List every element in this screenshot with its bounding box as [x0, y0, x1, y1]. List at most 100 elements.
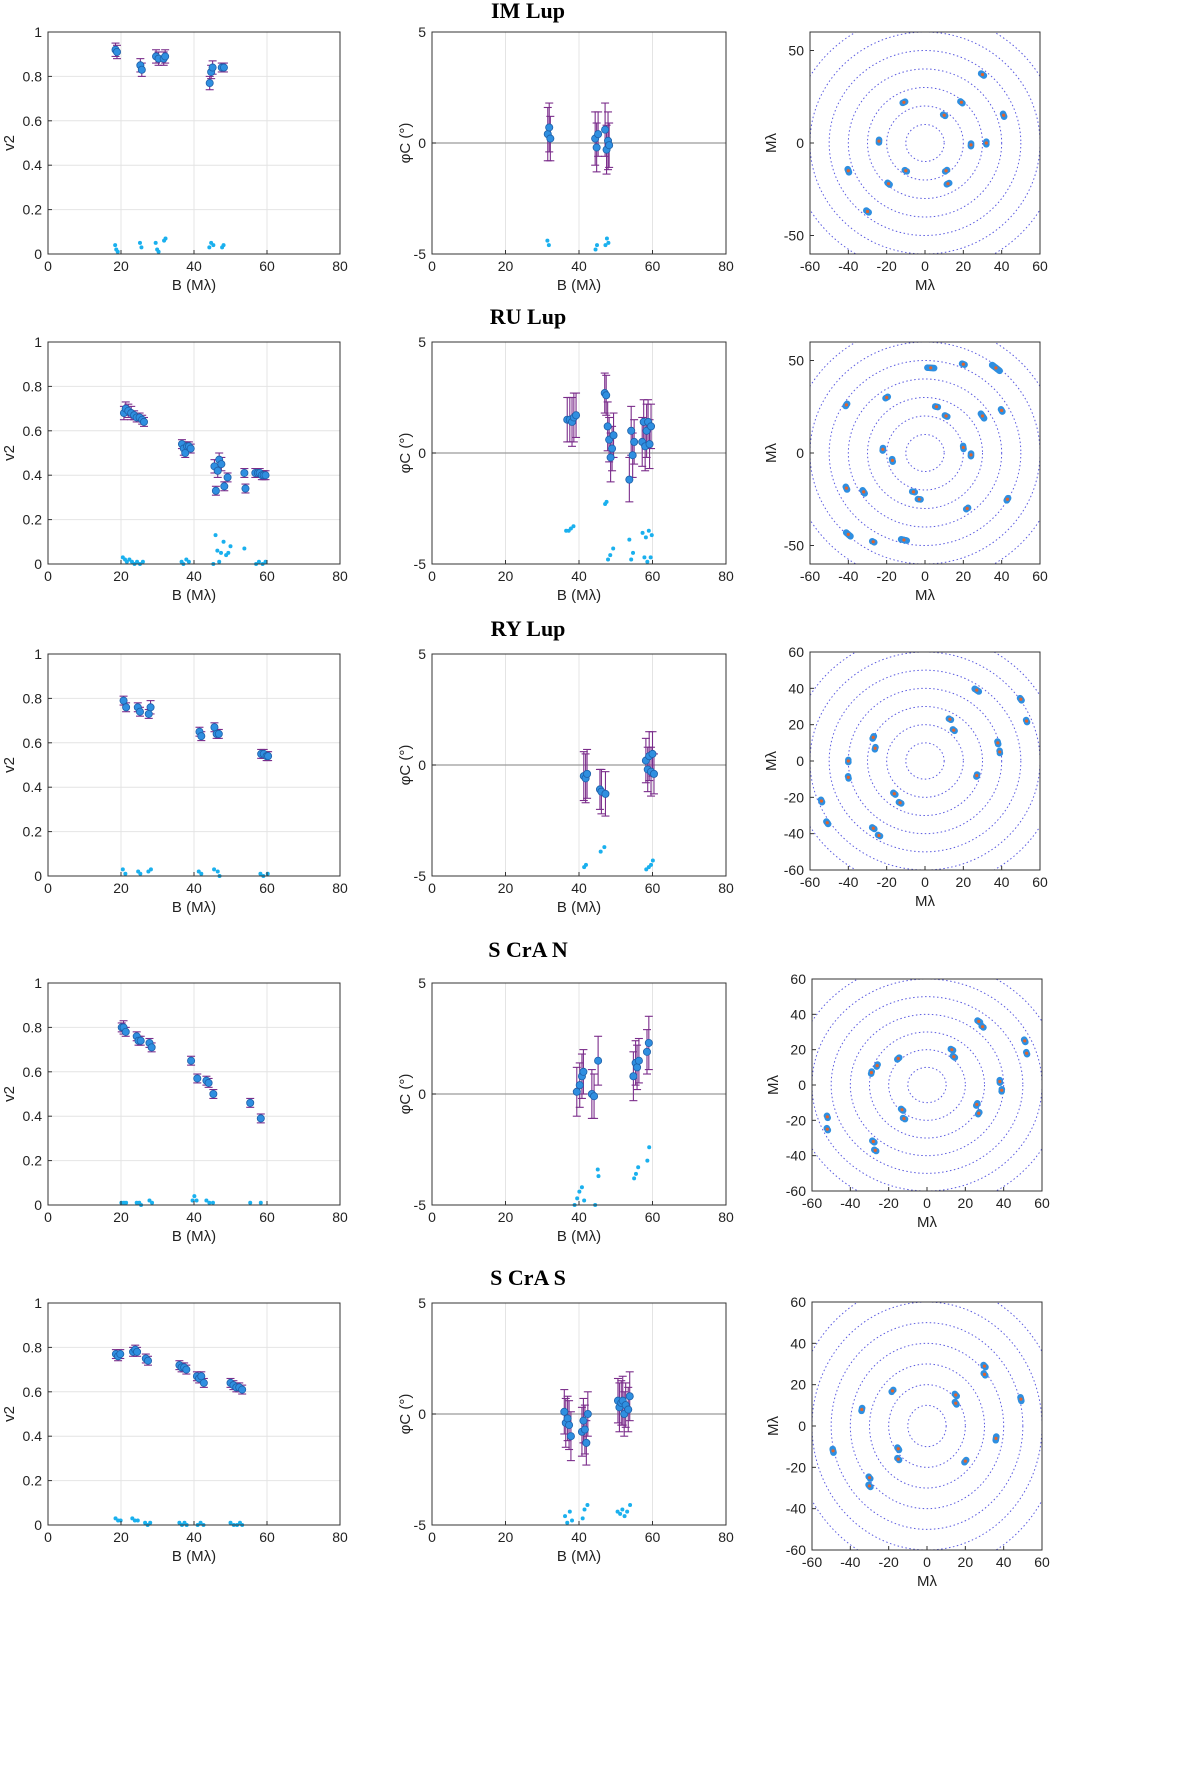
- data-point: [592, 143, 601, 152]
- y-tick-label: -50: [784, 538, 804, 554]
- y-tick-label: 0: [418, 1086, 426, 1102]
- data-point: [627, 426, 636, 435]
- residual-point: [650, 858, 655, 863]
- uv-point-core: [998, 750, 1002, 754]
- data-point: [186, 444, 195, 453]
- residual-point: [604, 499, 609, 504]
- uv-point-core: [865, 209, 870, 214]
- x-tick-label: 0: [44, 1529, 52, 1545]
- x-tick-label: 80: [718, 568, 734, 584]
- x-tick-label: 60: [645, 568, 661, 584]
- uv-point-core: [969, 453, 973, 457]
- x-tick-label: 0: [921, 568, 929, 584]
- x-axis-label: B (Mλ): [172, 587, 216, 604]
- uv-point-core: [980, 414, 985, 418]
- y-tick-label: -20: [786, 1459, 806, 1475]
- residual-point: [598, 849, 603, 854]
- panel-uv-coverage: -60 -40 -20 0 20 40 60 -50 0 50 Mλ Mλ: [763, 31, 1048, 294]
- data-point: [609, 431, 618, 440]
- uv-point-core: [902, 538, 906, 542]
- x-tick-label: 40: [186, 880, 202, 896]
- residual-point: [645, 1158, 650, 1163]
- residual-point: [135, 559, 140, 564]
- y-axis-label: φC (°): [397, 745, 414, 786]
- uv-ring: [867, 706, 983, 816]
- y-tick-label: 5: [418, 1295, 426, 1311]
- data-point: [209, 1090, 218, 1099]
- y-tick-label: 0.2: [23, 1473, 43, 1489]
- y-tick-label: 0.2: [23, 824, 43, 840]
- residual-point: [118, 1518, 123, 1523]
- uv-point-core: [982, 1364, 987, 1368]
- residual-point: [583, 862, 588, 867]
- uv-point-core: [886, 182, 891, 186]
- uv-ring: [847, 68, 1003, 218]
- y-tick-label: 0: [796, 135, 804, 151]
- uv-point-core: [998, 1079, 1002, 1084]
- residual-point: [207, 1200, 212, 1205]
- data-point: [647, 422, 656, 431]
- uv-point-core: [846, 532, 850, 537]
- uv-point-core: [877, 833, 881, 838]
- y-tick-label: 0.8: [23, 1339, 43, 1355]
- y-tick-label: 1: [34, 975, 42, 991]
- data-point: [565, 1421, 574, 1430]
- x-tick-label: 40: [571, 880, 587, 896]
- uv-point-core: [885, 395, 889, 400]
- residual-point: [646, 528, 651, 533]
- y-tick-label: 0.6: [23, 113, 43, 129]
- y-tick-label: 0.8: [23, 690, 43, 706]
- data-point: [583, 769, 592, 778]
- x-tick-label: 20: [498, 258, 514, 274]
- data-point: [217, 460, 226, 469]
- uv-point: [988, 361, 996, 369]
- uv-point-core: [902, 100, 906, 104]
- uv-point-core: [896, 1447, 900, 1451]
- data-point: [645, 440, 654, 449]
- residual-point: [603, 243, 608, 248]
- x-tick-label: 20: [498, 880, 514, 896]
- x-axis-label: B (Mλ): [557, 587, 601, 604]
- y-tick-label: 40: [788, 680, 804, 696]
- x-tick-label: -60: [802, 1195, 822, 1211]
- data-point: [602, 391, 611, 400]
- residual-point: [602, 845, 607, 850]
- y-tick-label: 5: [418, 24, 426, 40]
- residual-point: [132, 1518, 137, 1523]
- uv-point-core: [904, 169, 908, 173]
- uv-point-core: [900, 1108, 904, 1112]
- x-axis-label: B (Mλ): [557, 277, 601, 294]
- x-tick-label: 60: [1034, 1554, 1050, 1570]
- residual-point: [595, 243, 600, 248]
- uv-point-core: [867, 1476, 872, 1480]
- x-tick-label: 80: [332, 258, 348, 274]
- x-tick-label: 20: [958, 1195, 974, 1211]
- uv-point-core: [890, 458, 895, 462]
- y-tick-label: 0: [34, 246, 42, 262]
- row-title: RU Lup: [490, 304, 566, 329]
- residual-point: [192, 1194, 197, 1199]
- y-tick-label: 1: [34, 646, 42, 662]
- x-axis-label: Mλ: [917, 1573, 937, 1590]
- data-point: [133, 1347, 142, 1356]
- data-point: [223, 473, 232, 482]
- uv-point-core: [950, 1048, 954, 1052]
- uv-point-core: [944, 414, 948, 418]
- uv-point-core: [825, 821, 829, 825]
- uv-point-core: [896, 1457, 900, 1461]
- y-axis-label: Mλ: [763, 751, 780, 771]
- uv-ring: [830, 996, 1024, 1174]
- uv-point-core: [948, 717, 952, 721]
- y-tick-label: 50: [788, 43, 804, 59]
- residual-point: [115, 249, 120, 254]
- residual-point: [625, 1509, 630, 1514]
- residual-point: [135, 1518, 140, 1523]
- residual-point: [213, 533, 218, 538]
- residual-point: [248, 1200, 253, 1205]
- residual-point: [563, 1514, 568, 1519]
- rings-group: [812, 1302, 1042, 1550]
- y-tick-label: -60: [786, 1542, 806, 1558]
- data-point: [546, 134, 555, 143]
- uv-point-core: [944, 169, 948, 173]
- uv-ring: [849, 1013, 1005, 1157]
